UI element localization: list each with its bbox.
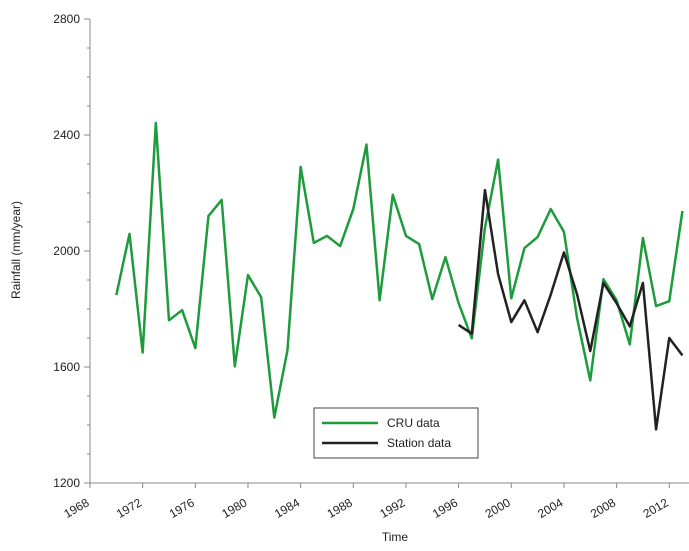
x-tick-label: 1976 [167, 495, 197, 521]
x-axis-label: Time [382, 530, 409, 544]
x-tick-label: 2008 [588, 495, 618, 521]
y-tick-label: 1200 [53, 476, 80, 490]
x-tick-label: 1968 [61, 495, 91, 521]
series-line [457, 188, 684, 431]
y-tick-label: 2400 [53, 128, 80, 142]
x-tick-label: 1988 [325, 495, 355, 521]
x-tick-label: 1980 [219, 495, 249, 521]
legend-box [313, 407, 479, 459]
y-axis-label: Rainfall (mm/year) [9, 201, 23, 299]
legend-label: Station data [387, 436, 451, 450]
x-tick-label: 1992 [377, 495, 407, 521]
x-tick-label: 2012 [641, 495, 671, 521]
plot-area [115, 121, 684, 431]
series-line [115, 121, 684, 419]
x-tick-label: 1996 [430, 495, 460, 521]
y-tick-label: 1600 [53, 360, 80, 374]
x-tick-label: 1984 [272, 495, 302, 521]
legend-label: CRU data [387, 416, 440, 430]
x-tick-label: 2000 [483, 495, 513, 521]
x-tick-label: 1972 [114, 495, 144, 521]
y-tick-label: 2800 [53, 12, 80, 26]
y-tick-label: 2000 [53, 244, 80, 258]
x-tick-label: 2004 [535, 495, 565, 521]
